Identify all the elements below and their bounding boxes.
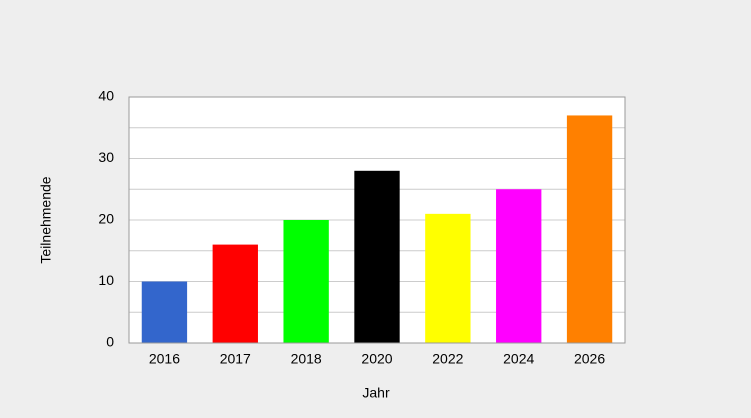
x-tick-label: 2018 [291,351,322,367]
plot-border [128,96,626,344]
y-tick-label: 20 [98,211,114,227]
y-tick-label: 30 [98,149,114,165]
bar [425,213,471,343]
x-tick-label: 2022 [432,351,463,367]
y-axis-title: Teilnehmende [38,176,54,263]
y-tick-label: 0 [106,334,114,350]
x-axis-title: Jahr [362,385,390,401]
x-tick-label: 2016 [149,351,180,367]
bar [283,220,329,343]
x-tick-label: 2026 [574,351,605,367]
bar [141,281,188,343]
bar [566,115,613,343]
y-tick-label: 40 [98,88,114,104]
x-tick-label: 2020 [361,351,392,367]
y-tick-label: 10 [98,272,114,288]
bars [141,115,613,343]
bar [354,170,400,343]
x-tick-label: 2017 [220,351,251,367]
x-tick-label: 2024 [503,351,534,367]
bar [212,244,258,343]
bar [496,189,542,343]
